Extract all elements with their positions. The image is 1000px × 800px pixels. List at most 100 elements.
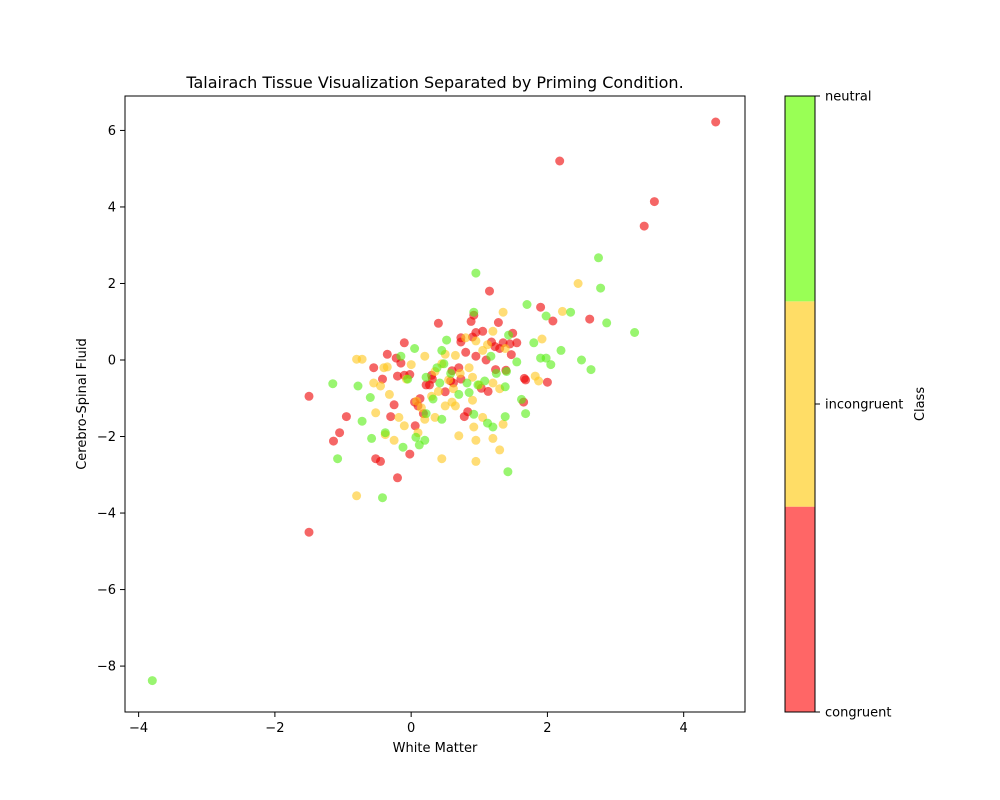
point-incongruent: [437, 454, 447, 464]
x-tick-label: 0: [407, 721, 415, 736]
point-incongruent: [371, 408, 381, 418]
point-congruent: [506, 350, 516, 360]
point-congruent: [433, 318, 443, 328]
point-congruent: [304, 391, 314, 401]
point-neutral: [502, 367, 511, 376]
point-neutral: [428, 394, 438, 404]
point-incongruent: [420, 351, 430, 361]
point-neutral: [446, 368, 456, 378]
point-incongruent: [537, 334, 547, 344]
point-neutral: [437, 414, 447, 424]
point-incongruent: [369, 378, 379, 388]
point-neutral: [473, 380, 483, 390]
point-incongruent: [468, 372, 477, 382]
point-neutral: [471, 268, 481, 278]
point-neutral: [333, 454, 343, 464]
point-neutral: [512, 357, 522, 367]
point-neutral: [398, 442, 408, 452]
point-neutral: [421, 409, 431, 419]
point-congruent: [425, 380, 434, 390]
point-neutral: [522, 300, 532, 309]
point-congruent: [585, 314, 595, 324]
point-incongruent: [394, 412, 404, 422]
colorbar-segment-incongruent: [785, 301, 815, 507]
point-incongruent: [488, 433, 498, 443]
point-incongruent: [498, 419, 508, 429]
y-tick-label: −8: [97, 660, 116, 675]
point-congruent: [555, 156, 565, 166]
point-incongruent: [534, 376, 544, 386]
y-tick-label: −4: [97, 507, 116, 522]
points-layer: [147, 117, 721, 686]
point-congruent: [471, 351, 481, 361]
point-incongruent: [406, 360, 416, 370]
point-neutral: [517, 394, 526, 404]
point-incongruent: [450, 401, 460, 411]
point-incongruent: [433, 386, 443, 396]
point-neutral: [403, 374, 413, 384]
point-neutral: [486, 351, 496, 361]
point-congruent: [649, 197, 659, 207]
point-congruent: [393, 371, 402, 381]
point-incongruent: [382, 362, 392, 372]
colorbar: congruent incongruent neutral: [784, 90, 903, 721]
point-congruent: [341, 412, 351, 422]
point-neutral: [577, 355, 586, 365]
colorbar-tick-label: neutral: [825, 90, 872, 105]
point-incongruent: [469, 422, 479, 432]
point-neutral: [462, 378, 472, 388]
x-tick-label: 2: [543, 721, 551, 736]
point-congruent: [548, 316, 558, 326]
point-neutral: [439, 359, 449, 369]
colorbar-segment-congruent: [785, 506, 815, 712]
y-tick-label: −6: [97, 583, 116, 598]
point-congruent: [382, 349, 392, 359]
point-neutral: [469, 307, 479, 317]
y-tick-label: −2: [97, 430, 116, 445]
point-neutral: [410, 344, 420, 353]
point-incongruent: [412, 396, 422, 406]
point-neutral: [596, 283, 606, 293]
point-incongruent: [573, 279, 583, 288]
point-congruent: [639, 221, 649, 231]
point-neutral: [357, 416, 367, 426]
point-incongruent: [440, 401, 450, 411]
colorbar-tick-label: incongruent: [825, 398, 903, 413]
point-incongruent: [464, 363, 474, 373]
point-neutral: [365, 393, 375, 402]
point-congruent: [459, 412, 469, 422]
y-axis-ticks: −8 −6 −4 −2 0 2 4 6: [97, 124, 125, 675]
x-axis-ticks: −4 −2 0 2 4: [129, 712, 688, 736]
point-neutral: [521, 409, 531, 419]
point-neutral: [147, 676, 157, 686]
point-incongruent: [471, 456, 481, 466]
point-incongruent: [448, 384, 458, 394]
point-incongruent: [468, 395, 477, 405]
point-incongruent: [384, 389, 394, 399]
x-tick-label: −2: [265, 721, 284, 736]
chart-title: Talairach Tissue Visualization Separated…: [185, 73, 683, 92]
point-neutral: [435, 378, 445, 388]
point-congruent: [711, 117, 721, 127]
x-tick-label: −4: [129, 721, 148, 736]
point-incongruent: [389, 435, 399, 445]
point-neutral: [367, 433, 377, 443]
point-incongruent: [455, 368, 465, 378]
point-congruent: [329, 436, 338, 446]
point-neutral: [541, 311, 551, 321]
point-congruent: [386, 412, 396, 422]
point-congruent: [378, 374, 387, 384]
point-congruent: [399, 338, 409, 348]
y-tick-label: 6: [108, 124, 116, 139]
point-congruent: [396, 358, 406, 368]
point-neutral: [328, 379, 338, 389]
point-congruent: [461, 347, 471, 357]
point-neutral: [602, 318, 612, 328]
point-neutral: [500, 412, 510, 422]
point-neutral: [396, 351, 406, 361]
point-congruent: [304, 527, 314, 537]
point-incongruent: [488, 378, 498, 388]
point-congruent: [335, 428, 345, 438]
